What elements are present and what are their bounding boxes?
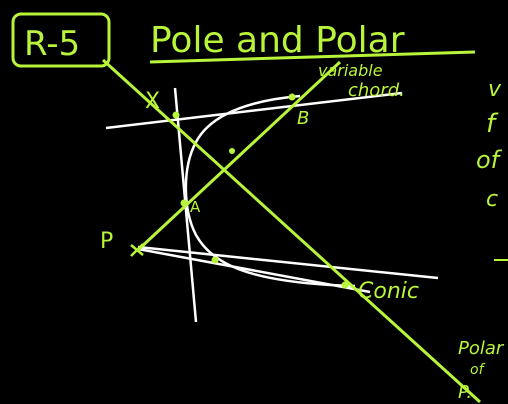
tangent-top bbox=[105, 91, 403, 130]
title-underline bbox=[149, 50, 476, 64]
point-a-dot bbox=[180, 199, 188, 207]
margin-text-4: c bbox=[486, 187, 498, 212]
polar-line bbox=[101, 58, 482, 404]
label-conic: Conic bbox=[358, 279, 419, 304]
label-polar: Polar bbox=[458, 338, 505, 359]
label-point-x: X bbox=[145, 89, 160, 114]
label-polar-p: P. bbox=[458, 382, 472, 403]
variable-chord-line bbox=[136, 60, 342, 252]
point-x-dot bbox=[172, 111, 180, 119]
chord-lower-2 bbox=[137, 247, 371, 294]
section-tag-box bbox=[11, 12, 111, 68]
margin-text-3: of bbox=[476, 146, 503, 174]
label-variable: variable bbox=[318, 61, 383, 80]
margin-text-1: v bbox=[488, 77, 502, 102]
label-chord: chord. bbox=[348, 80, 405, 101]
point-b-dot bbox=[288, 93, 296, 101]
margin-text-2: f bbox=[486, 109, 499, 139]
chord-lower-1 bbox=[137, 245, 439, 280]
section-tag: R-5 bbox=[24, 24, 80, 64]
label-point-a: A bbox=[190, 198, 201, 216]
point-conic-dot bbox=[341, 281, 349, 289]
point-polar-dot bbox=[229, 148, 235, 154]
point-p-cross bbox=[130, 243, 144, 257]
point-lower-dot bbox=[211, 256, 219, 264]
label-polar-of: of bbox=[470, 362, 486, 378]
label-point-p: P bbox=[100, 229, 113, 254]
conic-curve bbox=[184, 94, 356, 288]
label-point-b: B bbox=[297, 108, 309, 129]
